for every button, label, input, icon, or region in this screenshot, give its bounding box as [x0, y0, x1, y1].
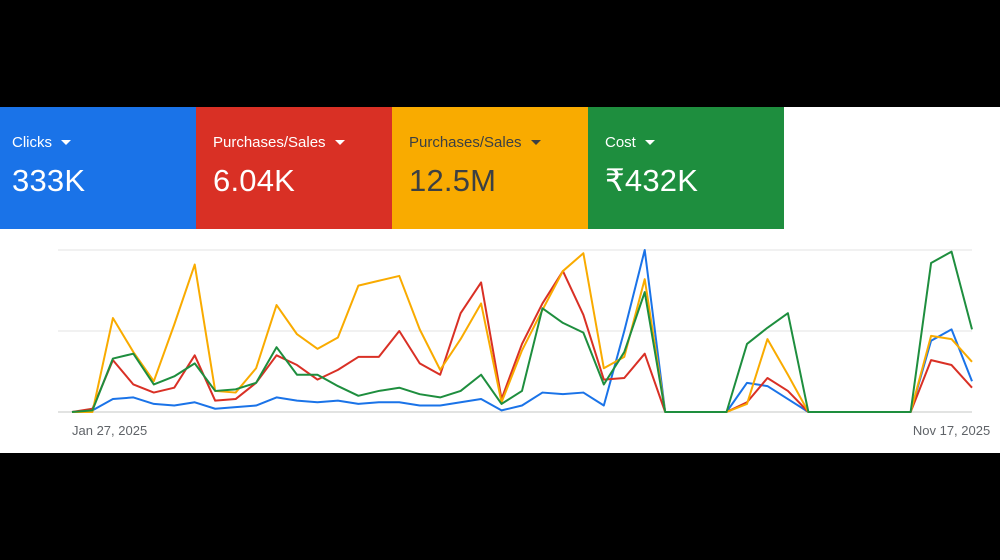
dropdown-caret-icon[interactable]: [644, 139, 655, 145]
dropdown-caret-icon[interactable]: [61, 139, 71, 145]
metric-label: Clicks: [12, 133, 52, 151]
metric-selector[interactable]: Clicks: [12, 132, 196, 152]
line-chart: Jan 27, 2025 Nov 17, 2025: [58, 249, 990, 438]
metric-label: Purchases/Sales: [409, 133, 522, 151]
dropdown-caret-icon[interactable]: [334, 139, 345, 145]
dropdown-caret-icon[interactable]: [530, 139, 541, 145]
metric-card-purchases-sales-value[interactable]: Purchases/Sales 12.5M: [392, 107, 588, 229]
metric-selector[interactable]: Purchases/Sales: [409, 132, 588, 152]
metric-card-clicks[interactable]: Clicks 333K: [0, 107, 196, 229]
metric-card-cost[interactable]: Cost ₹432K: [588, 107, 784, 229]
metric-value: 6.04K: [213, 163, 296, 198]
metric-value: 12.5M: [409, 163, 497, 198]
metric-label: Cost: [605, 133, 636, 151]
metric-cards: Clicks 333K Purchases/Sales 6.04K Purcha…: [0, 107, 784, 229]
series-line-3[interactable]: [71, 250, 973, 413]
metric-card-purchases-sales[interactable]: Purchases/Sales 6.04K: [196, 107, 392, 229]
x-tick-label: Nov 17, 2025: [913, 423, 990, 438]
performance-panel: Clicks 333K Purchases/Sales 6.04K Purcha…: [0, 107, 1000, 453]
metric-selector[interactable]: Cost: [605, 132, 784, 152]
metric-value: 333K: [12, 163, 86, 198]
metric-selector[interactable]: Purchases/Sales: [213, 132, 392, 152]
x-tick-label: Jan 27, 2025: [72, 423, 147, 438]
metric-value: ₹432K: [605, 163, 699, 198]
metric-label: Purchases/Sales: [213, 133, 326, 151]
